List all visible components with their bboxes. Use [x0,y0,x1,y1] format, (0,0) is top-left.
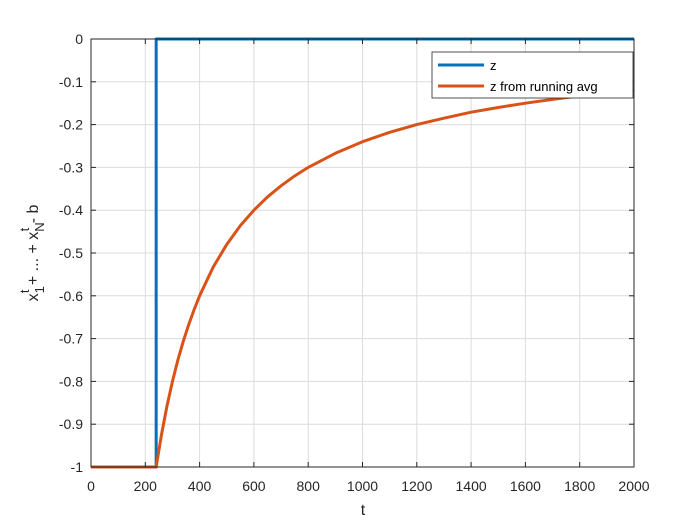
series-line-running-avg [91,88,635,469]
legend-box [431,51,634,99]
y-tick-labels: 0 -0.1 -0.2 -0.3 -0.4 -0.5 -0.6 -0.7 -0.8 -0.9 -1 [59,31,83,475]
legend-label-running-avg: z from running avg [490,79,598,94]
y-tick-label: -0.1 [59,74,83,90]
y-label-supN: t [17,227,32,231]
ticks [90,38,635,468]
y-label-subN: N [32,222,47,231]
x-tick-label: 1200 [401,478,432,494]
x-axis-label: t [361,502,366,519]
x-tick-label: 1400 [456,478,487,494]
x-tick-label: 800 [297,478,321,494]
x-tick-label: 2000 [618,478,649,494]
y-label-middle: + ... + x [25,232,42,290]
legend-label-z: z [490,58,497,73]
y-tick-label: -0.9 [59,416,83,432]
y-tick-label: -0.8 [59,373,83,389]
y-tick-label: -1 [71,459,84,475]
y-tick-label: -0.2 [59,117,83,133]
x-tick-label: 1800 [564,478,595,494]
y-tick-label: 0 [75,31,83,47]
svg-text:x1t + ... + xNt - b: x1t + ... + xNt - b [17,205,47,302]
plot-area [90,37,635,469]
y-label-end: - b [25,205,42,228]
y-axis-label: x1t + ... + xNt - b [17,205,47,302]
x-tick-label: 0 [87,478,95,494]
x-tick-label: 400 [188,478,212,494]
x-tick-labels: 0 200 400 600 800 1000 1200 1400 1600 1800 2000 [87,478,650,494]
x-tick-label: 200 [134,478,158,494]
x-tick-label: 1000 [347,478,378,494]
y-tick-label: -0.7 [59,331,83,347]
x-tick-label: 1600 [510,478,541,494]
y-tick-label: -0.3 [59,159,83,175]
y-label-sub1: 1 [32,286,47,293]
legend: z z from running avg [431,51,634,99]
y-tick-label: -0.5 [59,245,83,261]
y-tick-label: -0.4 [59,202,83,218]
x-tick-label: 600 [242,478,266,494]
y-tick-label: -0.6 [59,288,83,304]
y-label-x1: x [25,293,42,301]
y-label-sup1: t [17,289,32,293]
